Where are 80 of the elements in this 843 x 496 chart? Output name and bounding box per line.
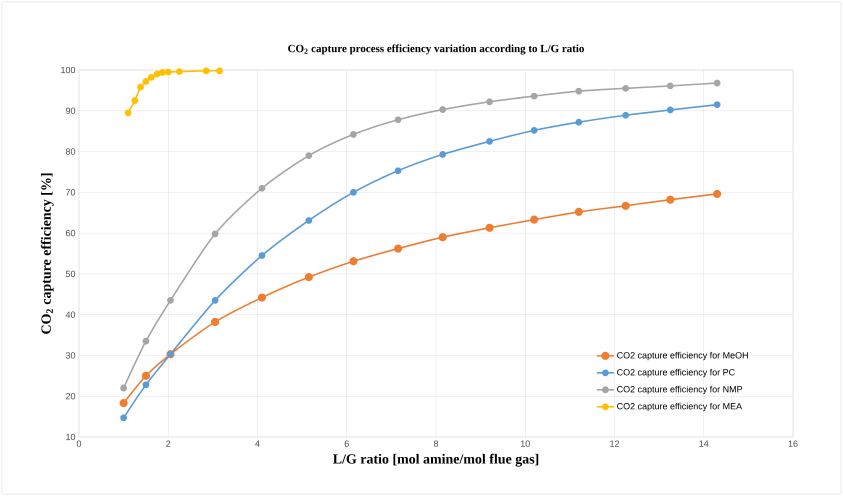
point [258,252,266,259]
point [666,82,674,90]
point [394,116,402,124]
point [258,184,266,192]
point [212,296,219,304]
point [714,101,721,108]
y-tick-label: 90 [66,108,76,114]
point [120,399,128,408]
point [575,88,582,95]
x-tick-label: 14 [699,440,708,447]
legend-label: CO2 capture efficiency for MEA [617,402,742,412]
legend-label: CO2 capture efficiency for PC [617,368,735,378]
point [666,106,674,114]
x-tick-label: 10 [520,440,530,447]
point [486,98,493,106]
point [167,296,174,304]
point [714,80,721,86]
point [120,384,128,392]
x-tick-label: 8 [434,440,438,447]
point [154,70,160,78]
point [137,84,144,91]
x-axis-title: L/G ratio [mol amine/mol flue gas] [333,454,538,467]
point [305,217,312,224]
point [142,78,150,85]
point [574,208,583,216]
point [305,152,312,160]
point [159,69,166,76]
chart-title: CO$_{2}$ capture process efficiency variation according to L/G ratio [288,44,584,55]
y-tick-label: 80 [66,148,76,155]
y-tick-label: 60 [66,230,76,236]
y-tick-label: 20 [66,393,76,400]
point [350,188,357,196]
point [148,74,155,81]
legend-label: CO2 capture efficiency for MeOH [617,352,748,360]
x-tick-label: 4 [255,440,260,447]
point [530,216,538,224]
point [485,224,494,232]
x-tick-label: 12 [610,440,620,447]
point [124,109,132,116]
point [394,244,402,253]
y-tick-label: 70 [66,189,76,196]
point [142,338,150,345]
point [131,97,138,104]
point [486,138,493,145]
point [575,118,582,126]
legend-label: CO2 capture efficiency for NMP [617,386,742,394]
point [622,112,630,119]
point [350,131,357,138]
point [666,196,674,204]
y-tick-label: 50 [66,270,76,278]
point [622,84,630,92]
point [530,92,538,100]
point [202,67,210,74]
y-tick-label: 40 [66,311,76,318]
y-axis-title: CO$_{2}$ capture efficiency [%] [40,174,54,334]
point [176,68,183,76]
point [211,318,220,326]
point [713,190,722,198]
point [142,381,150,388]
point [216,67,223,74]
point [212,230,219,238]
point [394,167,402,174]
point [439,151,446,158]
point [439,106,446,113]
x-tick-label: 6 [344,440,349,447]
point [142,372,150,380]
point [258,293,266,302]
point [622,202,630,210]
y-tick-label: 10 [66,434,76,440]
y-tick-label: 100 [61,66,76,74]
point [164,68,172,76]
point [304,273,313,282]
point [120,414,128,422]
x-tick-label: 16 [788,440,798,447]
point [530,126,538,134]
point [438,233,447,242]
point [349,257,358,266]
y-tick-label: 30 [66,352,76,359]
x-tick-label: 2 [166,440,170,447]
x-tick-label: 0 [76,440,82,447]
